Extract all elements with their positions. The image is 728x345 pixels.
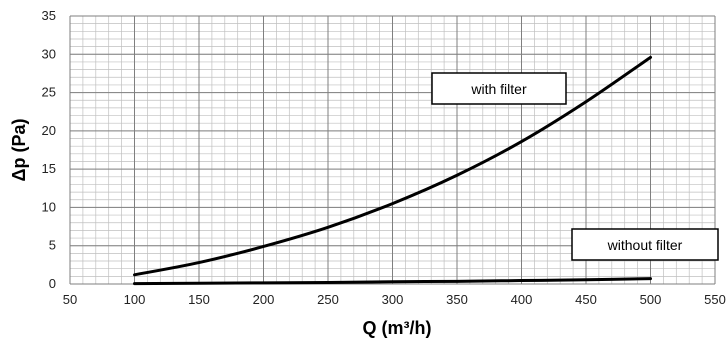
legend-without-filter: without filter (571, 228, 719, 261)
y-tick-label: 5 (49, 238, 56, 253)
x-tick-label: 400 (511, 292, 533, 307)
series-with-filter-line (133, 55, 652, 277)
x-tick-label: 550 (704, 292, 726, 307)
y-tick-label: 35 (42, 8, 56, 23)
legend-without-filter-box (571, 228, 719, 261)
series-without-filter-line (133, 277, 652, 286)
x-tick-label: 150 (188, 292, 210, 307)
legend-without-filter-label: without filter (607, 237, 683, 253)
series-layer (133, 55, 652, 286)
y-tick-label: 0 (49, 276, 56, 291)
x-tick-label: 200 (253, 292, 275, 307)
y-tick-label: 10 (42, 199, 56, 214)
x-tick-label: 500 (640, 292, 662, 307)
y-tick-label: 20 (42, 123, 56, 138)
legend-with-filter-box (431, 72, 567, 105)
legend-with-filter-label: with filter (470, 81, 527, 97)
y-tick-label: 25 (42, 85, 56, 100)
x-tick-label: 350 (446, 292, 468, 307)
x-tick-label: 250 (317, 292, 339, 307)
x-axis-label: Q (m³/h) (363, 318, 432, 338)
y-tick-label: 30 (42, 46, 56, 61)
y-axis-label: Δp (Pa) (9, 119, 29, 182)
x-tick-label: 50 (63, 292, 77, 307)
legend-with-filter: with filter (431, 72, 567, 105)
y-tick-labels: 0 5 10 15 20 25 30 35 (42, 8, 56, 291)
y-tick-label: 15 (42, 161, 56, 176)
x-tick-labels: 50 100 150 200 250 300 350 400 450 500 550 (63, 292, 726, 307)
x-tick-label: 300 (382, 292, 404, 307)
x-tick-label: 100 (124, 292, 146, 307)
x-tick-label: 450 (575, 292, 597, 307)
